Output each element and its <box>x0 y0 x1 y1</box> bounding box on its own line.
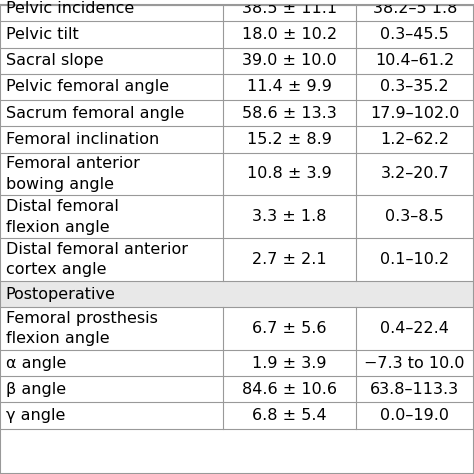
Text: 18.0 ± 10.2: 18.0 ± 10.2 <box>242 27 337 42</box>
Bar <box>0 21 474 47</box>
Text: Pelvic femoral angle: Pelvic femoral angle <box>6 80 169 94</box>
Text: Pelvic tilt: Pelvic tilt <box>6 27 78 42</box>
Text: 63.8–113.3: 63.8–113.3 <box>370 382 459 397</box>
Text: 6.7 ± 5.6: 6.7 ± 5.6 <box>252 321 327 336</box>
Text: 0.3–35.2: 0.3–35.2 <box>381 80 449 94</box>
Bar <box>0 100 474 127</box>
Text: 38.5 ± 11.1: 38.5 ± 11.1 <box>242 1 337 16</box>
Text: 15.2 ± 8.9: 15.2 ± 8.9 <box>246 132 332 147</box>
Text: flexion angle: flexion angle <box>6 219 109 235</box>
Text: Pelvic incidence: Pelvic incidence <box>6 1 134 16</box>
Text: α angle: α angle <box>6 356 66 371</box>
Text: bowing angle: bowing angle <box>6 177 114 192</box>
Bar <box>0 238 474 281</box>
Text: 11.4 ± 9.9: 11.4 ± 9.9 <box>246 80 332 94</box>
Text: Sacrum femoral angle: Sacrum femoral angle <box>6 106 184 121</box>
Bar <box>0 376 474 402</box>
Bar <box>0 195 474 238</box>
Bar <box>0 47 474 74</box>
Text: −7.3 to 10.0: −7.3 to 10.0 <box>365 356 465 371</box>
Text: 10.8 ± 3.9: 10.8 ± 3.9 <box>247 166 331 182</box>
Bar <box>0 5 474 21</box>
Text: 17.9–102.0: 17.9–102.0 <box>370 106 459 121</box>
Text: γ angle: γ angle <box>6 408 65 423</box>
Text: 84.6 ± 10.6: 84.6 ± 10.6 <box>242 382 337 397</box>
Text: 0.0–19.0: 0.0–19.0 <box>380 408 449 423</box>
Text: 3.3 ± 1.8: 3.3 ± 1.8 <box>252 209 327 224</box>
Text: 1.2–62.2: 1.2–62.2 <box>380 132 449 147</box>
Text: 39.0 ± 10.0: 39.0 ± 10.0 <box>242 53 337 68</box>
Text: 0.1–10.2: 0.1–10.2 <box>380 252 449 267</box>
Text: β angle: β angle <box>6 382 66 397</box>
Text: 0.4–22.4: 0.4–22.4 <box>380 321 449 336</box>
Text: 6.8 ± 5.4: 6.8 ± 5.4 <box>252 408 327 423</box>
Text: 10.4–61.2: 10.4–61.2 <box>375 53 455 68</box>
Text: Femoral inclination: Femoral inclination <box>6 132 159 147</box>
Text: cortex angle: cortex angle <box>6 262 106 277</box>
Text: 1.9 ± 3.9: 1.9 ± 3.9 <box>252 356 327 371</box>
Text: 3.2–20.7: 3.2–20.7 <box>380 166 449 182</box>
Text: 58.6 ± 13.3: 58.6 ± 13.3 <box>242 106 337 121</box>
Bar <box>0 153 474 195</box>
Bar <box>0 402 474 428</box>
Text: Distal femoral anterior: Distal femoral anterior <box>6 242 188 257</box>
Bar <box>0 74 474 100</box>
Text: 0.3–8.5: 0.3–8.5 <box>385 209 444 224</box>
Text: 0.3–45.5: 0.3–45.5 <box>380 27 449 42</box>
Bar <box>0 307 474 350</box>
Text: Femoral anterior: Femoral anterior <box>6 156 139 171</box>
Bar <box>0 350 474 376</box>
Text: flexion angle: flexion angle <box>6 331 109 346</box>
Text: 2.7 ± 2.1: 2.7 ± 2.1 <box>252 252 327 267</box>
Text: Postoperative: Postoperative <box>6 286 116 301</box>
Text: Sacral slope: Sacral slope <box>6 53 103 68</box>
Text: Femoral prosthesis: Femoral prosthesis <box>6 311 157 326</box>
Bar <box>0 127 474 153</box>
Bar <box>0 281 474 307</box>
Text: Distal femoral: Distal femoral <box>6 199 118 214</box>
Text: 38.2–5 1.8: 38.2–5 1.8 <box>373 1 457 16</box>
